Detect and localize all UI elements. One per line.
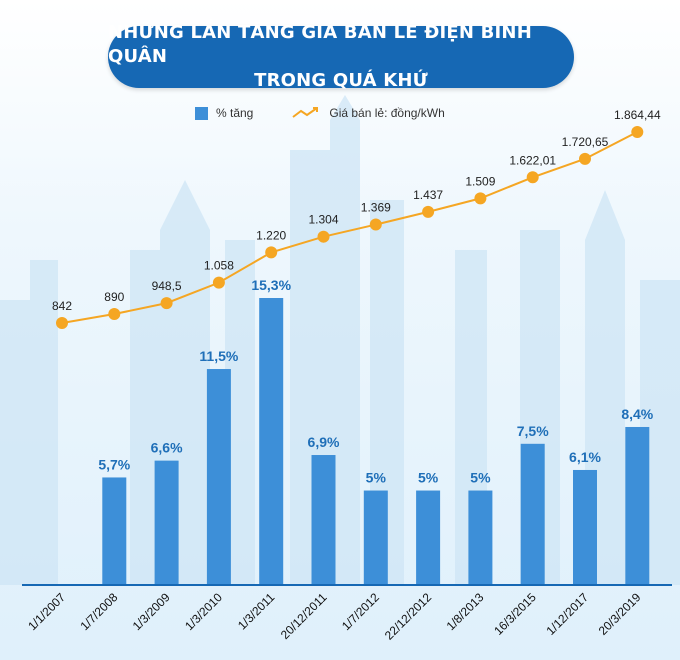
x-tick-label: 20/3/2019: [596, 590, 644, 638]
bar-data-label: 6,1%: [569, 449, 601, 465]
price-data-label: 842: [52, 299, 72, 313]
price-point: [212, 276, 225, 289]
bar: [520, 443, 545, 584]
bar: [102, 477, 127, 584]
price-data-label: 1.437: [413, 188, 443, 202]
bar-data-label: 5%: [366, 470, 387, 486]
x-tick-label: 1/3/2011: [235, 590, 278, 633]
price-data-label: 1.369: [361, 201, 391, 215]
price-data-label: 1.720,65: [562, 135, 609, 149]
legend-bar-swatch: [195, 106, 208, 120]
x-tick-label: 22/12/2012: [382, 590, 435, 643]
price-point: [631, 126, 644, 138]
x-tick-label: 1/3/2010: [182, 590, 225, 633]
bar-data-label: 6,6%: [151, 440, 183, 456]
bar-data-label: 7,5%: [517, 423, 549, 439]
bar: [206, 369, 231, 584]
price-point: [108, 308, 121, 321]
x-tick-label: 1/7/2012: [339, 590, 382, 633]
chart-title: NHỮNG LẦN TĂNG GIÁ BÁN LẺ ĐIỆN BÌNH QUÂN…: [108, 22, 574, 91]
price-data-label: 1.220: [256, 228, 286, 242]
x-tick-label: 1/8/2013: [444, 590, 487, 633]
price-data-label: 1.509: [465, 174, 495, 188]
price-data-label: 1.864,44: [614, 108, 661, 122]
legend: % tăng Giá bán lẻ: đồng/kWh: [195, 103, 483, 123]
bar: [311, 455, 336, 584]
bar: [154, 460, 179, 584]
bar-data-label: 6,9%: [308, 434, 340, 450]
price-point: [369, 218, 382, 231]
price-point: [160, 297, 173, 310]
price-data-label: 1.058: [204, 259, 234, 273]
price-point: [265, 246, 278, 259]
x-tick-label: 1/12/2017: [543, 590, 591, 638]
bar-data-label: 11,5%: [199, 348, 238, 364]
x-tick-label: 20/12/2011: [278, 590, 330, 642]
bar-data-label: 5,7%: [98, 456, 130, 472]
price-point: [422, 205, 435, 218]
price-data-label: 1.622,01: [509, 153, 556, 167]
bar: [625, 426, 650, 584]
legend-bar-label: % tăng: [216, 106, 254, 120]
legend-line-label: Giá bán lẻ: đồng/kWh: [329, 106, 445, 120]
bar-data-label: 15,3%: [251, 277, 291, 293]
bar: [259, 298, 284, 584]
bar-data-label: 5%: [470, 470, 491, 486]
price-line: [61, 131, 638, 324]
bar: [573, 469, 597, 584]
title-line-1: NHỮNG LẦN TĂNG GIÁ BÁN LẺ ĐIỆN BÌNH QUÂN: [108, 22, 532, 67]
price-data-label: 890: [104, 290, 124, 304]
x-tick-label: 1/7/2008: [77, 590, 120, 633]
bar: [416, 490, 441, 584]
x-tick-label: 16/3/2015: [491, 590, 539, 638]
price-point: [579, 152, 591, 165]
bar-data-label: 8,4%: [621, 406, 653, 422]
x-tick-label: 1/1/2007: [25, 590, 68, 633]
price-point: [474, 192, 487, 205]
legend-item-line: Giá bán lẻ: đồng/kWh: [291, 106, 445, 120]
bar: [468, 490, 493, 584]
price-point: [317, 230, 330, 243]
price-data-label: 948,5: [152, 279, 182, 293]
legend-item-bar: % tăng: [195, 106, 253, 120]
bar: [363, 490, 388, 584]
price-data-label: 1.304: [308, 213, 338, 227]
title-line-2: TRONG QUÁ KHỨ: [254, 70, 428, 91]
price-point: [526, 171, 539, 184]
x-tick-label: 1/3/2009: [130, 590, 173, 633]
price-point: [56, 317, 68, 329]
legend-line-icon: [292, 107, 319, 118]
bar-data-label: 5%: [418, 470, 439, 486]
